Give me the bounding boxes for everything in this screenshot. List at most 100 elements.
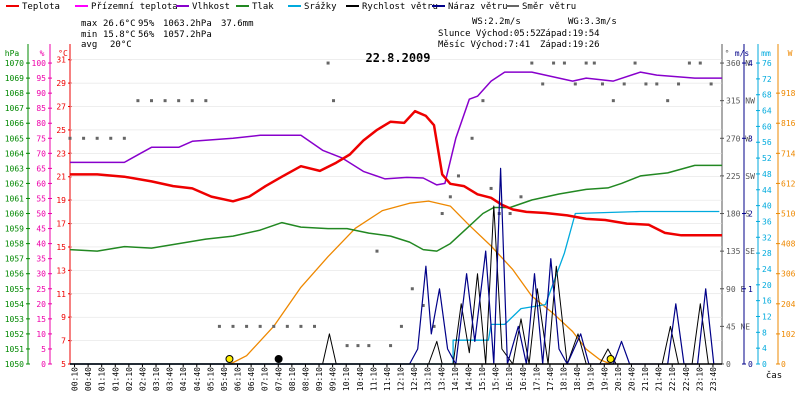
rain-axis-tick-label: 48: [762, 170, 772, 179]
wind-direction-point: [541, 82, 545, 86]
wind-direction-point: [345, 344, 349, 348]
rain-axis-tick-label: 24: [762, 265, 772, 274]
pressure-axis-tick-label: 1061: [5, 194, 24, 203]
wind-direction-point: [573, 82, 577, 86]
humidity-axis-tick-label: 45: [36, 225, 46, 234]
wind-direction-point: [489, 186, 493, 190]
humidity-axis-tick-label: 40: [36, 240, 46, 249]
x-tick-label: 17:40: [546, 367, 555, 391]
stat-max-hum: 95%: [138, 19, 155, 29]
rain-axis-tick-label: 12: [762, 312, 772, 321]
legend-label: Rychlost větru: [362, 2, 438, 12]
rain-axis-tick-label: 8: [762, 328, 767, 337]
x-tick-label: 07:40: [274, 367, 283, 391]
rain-axis-tick-label: 4: [762, 344, 767, 353]
x-tick-label: 02:40: [138, 367, 147, 391]
stat-avg-label: avg: [81, 40, 97, 50]
direction-axis-tick-label: 45 NE: [726, 322, 750, 331]
humidity-axis-tick-label: 15: [36, 315, 46, 324]
rain-axis-tick-label: 52: [762, 154, 772, 163]
x-tick-label: 14:10: [451, 367, 460, 391]
humidity-axis-tick-label: 20: [36, 300, 46, 309]
x-tick-label: 20:40: [627, 367, 636, 391]
pressure-axis-tick-label: 1065: [5, 134, 24, 143]
x-tick-label: 16:10: [505, 367, 514, 391]
pressure-axis-tick-label: 1054: [5, 300, 24, 309]
wind-axis-tick-label: 4: [748, 59, 753, 68]
x-tick-label: 12:10: [397, 367, 406, 391]
humidity-axis-tick-label: 35: [36, 255, 46, 264]
pressure-line: [69, 164, 722, 252]
x-tick-label: 01:40: [111, 367, 120, 391]
rain-axis-tick-label: 76: [762, 59, 772, 68]
axes: hPa1050105110521053105410551056105710581…: [5, 44, 796, 369]
x-tick-label: 09:40: [329, 367, 338, 391]
wind-direction-point: [421, 303, 425, 307]
radiation-axis-tick-label: 918: [781, 89, 796, 98]
rain-axis-tick-label: 64: [762, 107, 772, 116]
pressure-axis-tick-label: 1058: [5, 240, 24, 249]
stat-min-press: 1057.2hPa: [163, 30, 212, 40]
x-tick-label: 17:10: [532, 367, 541, 391]
x-tick-label: 10:40: [356, 367, 365, 391]
moonrise-marker: [274, 355, 283, 363]
temperature-axis-tick-label: 17: [56, 220, 66, 229]
humidity-axis-tick-label: 25: [36, 285, 46, 294]
wind-direction-point: [109, 136, 113, 140]
x-tick-label: 08:40: [301, 367, 310, 391]
stats-block: max 26.6°C 95% 1063.2hPa 37.6mm min 15.8°C 56% 1…: [81, 17, 617, 50]
x-tick-label: 22:40: [682, 367, 691, 391]
wind-direction-point: [481, 99, 485, 103]
x-tick-label: 01:10: [98, 367, 107, 391]
info-moon: Měsíc Východ:7:41: [438, 40, 530, 50]
temperature-axis-tick-label: 5: [61, 360, 66, 369]
wind-axis-tick-label: 2: [748, 210, 753, 219]
direction-axis-tick-label: 270 W: [726, 134, 750, 143]
pressure-axis-tick-label: 1050: [5, 360, 24, 369]
pressure-axis-tick-label: 1057: [5, 255, 24, 264]
direction-axis-tick-label: 315 NW: [726, 97, 755, 106]
x-tick-label: 15:10: [478, 367, 487, 391]
info-sun-set: Západ:19:54: [540, 29, 600, 39]
temperature-axis-tick-label: 19: [56, 196, 66, 205]
pressure-axis-unit: hPa: [5, 49, 20, 58]
wind-direction-point: [313, 324, 316, 328]
time-axis-label: čas: [766, 370, 782, 381]
temperature-axis-tick-label: 11: [56, 290, 66, 299]
x-tick-label: 20:10: [614, 367, 623, 391]
rain-axis-unit: mm: [761, 49, 771, 58]
pressure-axis-tick-label: 1059: [5, 225, 24, 234]
wind-direction-point: [356, 344, 360, 348]
direction-axis-tick-label: 0: [726, 360, 731, 369]
stat-max-label: max: [81, 19, 98, 29]
humidity-axis-tick-label: 60: [36, 179, 46, 188]
temperature-axis-tick-label: 31: [56, 56, 66, 65]
wind-direction-point: [332, 99, 336, 103]
x-tick-label: 13:40: [437, 367, 446, 391]
rain-axis-tick-label: 68: [762, 91, 772, 100]
wind-direction-point: [562, 61, 566, 65]
rain-axis-tick-label: 60: [762, 122, 772, 131]
wind-direction-point: [245, 324, 249, 328]
stat-max-press: 1063.2hPa: [163, 19, 212, 29]
x-tick-label: 12:40: [410, 367, 419, 391]
radiation-axis-tick-label: 714: [781, 149, 796, 158]
temperature-axis-tick-label: 27: [56, 103, 66, 112]
info-ws: WS:2.2m/s: [472, 17, 521, 27]
temperature-line: [70, 109, 722, 237]
temperature-axis-tick-label: 21: [56, 173, 66, 182]
rain-axis-tick-label: 40: [762, 202, 772, 211]
sunrise-marker: [225, 355, 234, 363]
x-tick-label: 15:40: [492, 367, 501, 391]
wind-direction-point: [552, 61, 556, 65]
x-tick-label: 07:10: [261, 367, 270, 391]
wind-direction-point: [190, 99, 194, 103]
radiation-axis-tick-label: 0: [781, 360, 786, 369]
radiation-axis-tick-label: 408: [781, 240, 796, 249]
x-tick-label: 00:40: [84, 367, 93, 391]
wind-direction-point: [530, 61, 534, 65]
legend-label: Srážky: [304, 2, 337, 12]
humidity-axis-tick-label: 5: [41, 345, 46, 354]
radiation-axis-unit: W: [788, 49, 793, 58]
info-sun: Slunce Východ:05:52: [438, 29, 541, 39]
